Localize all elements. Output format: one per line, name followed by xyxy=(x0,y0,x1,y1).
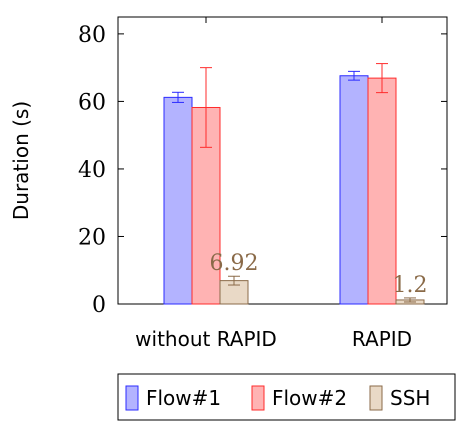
y-tick-label: 60 xyxy=(78,90,106,115)
legend-label-flow-2: Flow#2 xyxy=(272,386,347,410)
bar-flow-2 xyxy=(367,77,397,305)
y-tick-label: 20 xyxy=(78,225,106,250)
y-tick-label: 40 xyxy=(78,158,106,183)
bars xyxy=(163,63,425,305)
plot-area xyxy=(117,16,448,305)
legend-swatch-flow-1 xyxy=(125,385,139,411)
x-tick-label: RAPID xyxy=(352,327,412,351)
bar-flow-1 xyxy=(163,96,193,305)
axes: 0 20 40 60 80 Duration (s) without RAPID RAPID xyxy=(9,17,447,351)
legend-swatch-flow-2 xyxy=(251,385,265,411)
y-tick-label: 0 xyxy=(92,293,106,318)
data-label-ssh: 6.92 xyxy=(210,251,259,276)
legend-box xyxy=(117,373,456,421)
plot-frame xyxy=(117,16,448,305)
data-labels: 6.92 1.2 xyxy=(210,251,428,298)
legend-swatch-ssh xyxy=(369,385,383,411)
bar-flow-1 xyxy=(339,75,369,305)
legend-label-ssh: SSH xyxy=(390,386,430,410)
legend: Flow#1 Flow#2 SSH xyxy=(117,373,456,421)
data-label-ssh: 1.2 xyxy=(393,273,428,298)
y-tick-label: 80 xyxy=(78,23,106,48)
legend-label-flow-1: Flow#1 xyxy=(146,386,221,410)
x-tick-label: without RAPID xyxy=(135,327,277,351)
y-axis-label: Duration (s) xyxy=(9,101,33,220)
